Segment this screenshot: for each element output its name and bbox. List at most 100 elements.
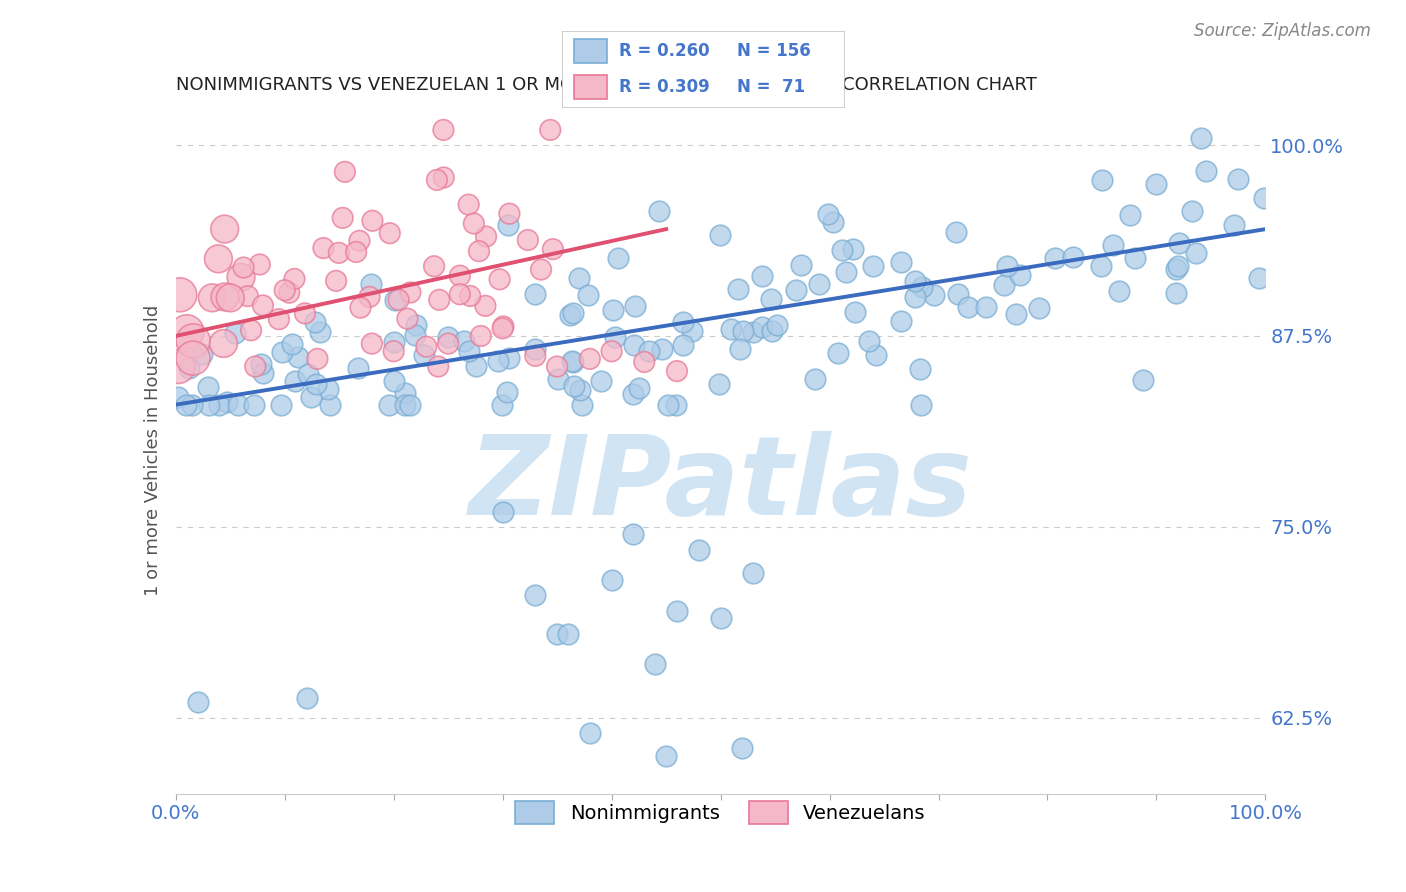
Point: [524, 349, 547, 363]
Point: [742, 326, 765, 340]
Point: [271, 345, 294, 359]
Point: [831, 243, 853, 257]
Point: [709, 227, 731, 242]
Point: [1144, 177, 1167, 191]
Point: [1253, 191, 1275, 205]
Point: [249, 257, 271, 271]
Point: [394, 386, 416, 401]
Point: [186, 695, 209, 709]
Point: [602, 303, 624, 318]
FancyBboxPatch shape: [574, 75, 607, 99]
Point: [349, 301, 371, 315]
Point: [240, 323, 263, 337]
Point: [382, 344, 405, 359]
Point: [359, 290, 381, 304]
Point: [309, 326, 332, 340]
Point: [486, 354, 509, 368]
Point: [621, 386, 644, 401]
Point: [655, 748, 678, 763]
Point: [457, 344, 479, 359]
Point: [524, 342, 547, 356]
Point: [666, 604, 689, 618]
Point: [600, 573, 623, 587]
Point: [423, 259, 446, 273]
Point: [226, 398, 249, 412]
Point: [437, 330, 460, 344]
Point: [547, 372, 569, 386]
Point: [785, 284, 807, 298]
Text: R = 0.309: R = 0.309: [619, 78, 710, 96]
Point: [349, 234, 371, 248]
Point: [488, 272, 510, 286]
Point: [294, 306, 316, 320]
Point: [498, 207, 520, 221]
Point: [727, 282, 749, 296]
Point: [671, 338, 693, 352]
Point: [605, 329, 627, 343]
Point: [910, 398, 932, 412]
Point: [181, 351, 204, 365]
Point: [295, 690, 318, 705]
Point: [332, 211, 354, 225]
Point: [1062, 251, 1084, 265]
Point: [922, 287, 945, 301]
Point: [562, 378, 585, 392]
Point: [623, 338, 645, 352]
Point: [491, 398, 513, 412]
Point: [347, 361, 370, 376]
Point: [319, 398, 342, 412]
Point: [607, 251, 630, 265]
Point: [1181, 204, 1204, 219]
Point: [281, 336, 304, 351]
Point: [644, 657, 666, 672]
Point: [657, 398, 679, 412]
Point: [890, 255, 912, 269]
Point: [835, 265, 858, 279]
Point: [993, 277, 1015, 292]
Point: [252, 366, 274, 380]
Point: [524, 589, 547, 603]
Point: [974, 300, 997, 314]
Point: [463, 217, 485, 231]
Point: [751, 320, 773, 334]
Point: [844, 305, 866, 319]
Point: [427, 359, 450, 374]
Point: [946, 286, 969, 301]
Point: [304, 315, 326, 329]
Point: [453, 334, 475, 348]
Point: [177, 361, 200, 376]
Point: [377, 398, 399, 412]
Point: [1101, 238, 1123, 252]
Point: [530, 262, 553, 277]
Point: [569, 384, 592, 398]
Point: [274, 283, 297, 297]
Text: Source: ZipAtlas.com: Source: ZipAtlas.com: [1194, 22, 1371, 40]
Point: [576, 288, 599, 302]
Point: [382, 334, 405, 349]
Point: [759, 292, 782, 306]
Point: [433, 170, 456, 185]
Text: N = 156: N = 156: [737, 42, 810, 60]
Point: [492, 504, 515, 518]
Point: [1119, 208, 1142, 222]
Point: [865, 348, 887, 362]
Text: ZIPatlas: ZIPatlas: [468, 432, 973, 538]
Point: [396, 311, 419, 326]
Point: [181, 398, 204, 412]
Point: [681, 324, 703, 338]
Point: [470, 329, 492, 343]
Point: [807, 277, 830, 291]
Point: [283, 272, 305, 286]
Point: [267, 312, 290, 326]
Point: [252, 298, 274, 312]
Point: [995, 259, 1018, 273]
Point: [224, 326, 246, 341]
Point: [1189, 130, 1212, 145]
Point: [911, 280, 934, 294]
Point: [651, 343, 673, 357]
Point: [378, 226, 401, 240]
Point: [541, 242, 564, 256]
Point: [790, 258, 813, 272]
Point: [1222, 218, 1244, 232]
Point: [492, 319, 515, 334]
